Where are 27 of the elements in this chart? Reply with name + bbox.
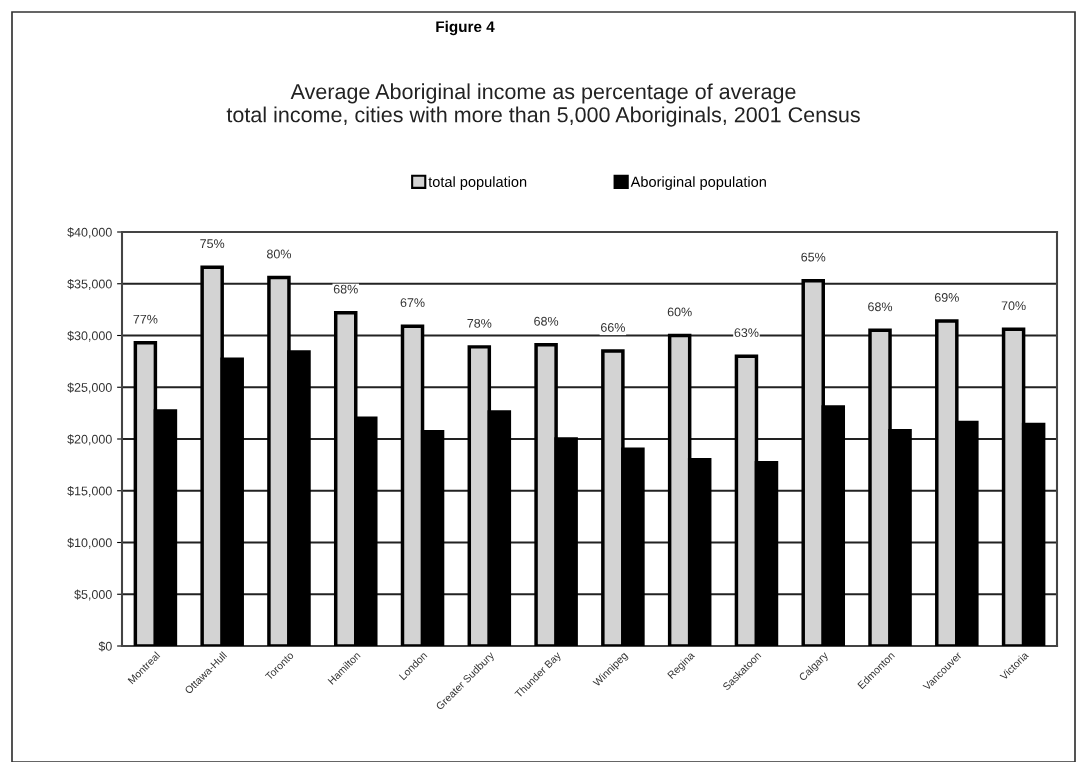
y-tick-label: $40,000	[67, 227, 112, 239]
y-tick-label: $30,000	[67, 330, 112, 342]
y-tick-label: $0	[98, 641, 112, 652]
annotation: 65%	[801, 252, 826, 262]
annotation: 80%	[266, 249, 292, 259]
chart-title: Average Aboriginal income as percentage of average total income, cities with more than 5,000 Aboriginals, 2001 Census	[226, 83, 860, 127]
y-tick-label: $35,000	[67, 279, 112, 290]
legend-label: total population	[428, 176, 527, 190]
caption: Figure 4	[436, 20, 495, 36]
annotation: 75%	[200, 239, 225, 249]
annotation: 70%	[1001, 301, 1026, 311]
annotation: 78%	[467, 318, 492, 328]
y-tick-label: $25,000	[67, 382, 112, 394]
annotation: 69%	[934, 293, 959, 302]
annotation: 68%	[534, 316, 559, 326]
annotation: 68%	[868, 302, 893, 312]
annotation: 60%	[667, 307, 692, 317]
annotation: 77%	[133, 314, 158, 324]
y-tick-label: $5,000	[74, 589, 112, 601]
annotation: 63%	[734, 328, 759, 338]
annotation: 68%	[333, 284, 358, 294]
annotation: 66%	[601, 323, 625, 332]
y-tick-label: $15,000	[67, 486, 112, 497]
y-tick-label: $10,000	[67, 537, 112, 549]
y-tick-label: $20,000	[67, 434, 112, 446]
annotation: 67%	[400, 298, 425, 308]
legend-label: Aboriginal population	[630, 176, 766, 190]
